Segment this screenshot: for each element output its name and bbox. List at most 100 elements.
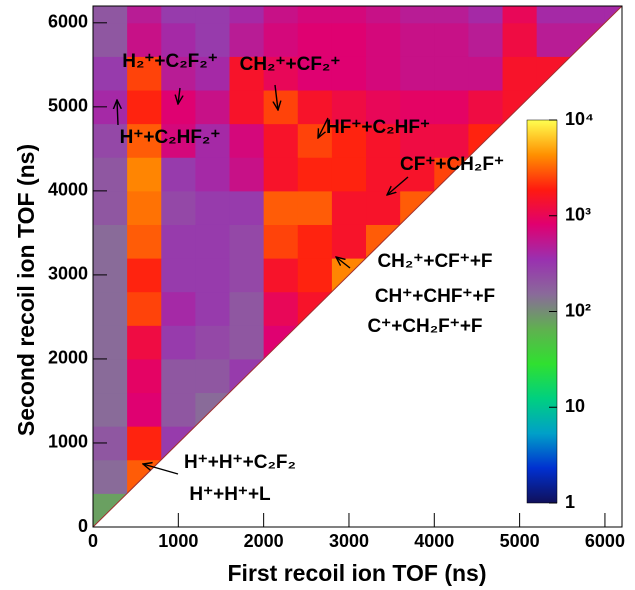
heatmap-cell	[263, 90, 299, 125]
heatmap-cell	[195, 123, 231, 158]
heatmap-cell	[229, 56, 265, 91]
x-tick-label: 5000	[500, 531, 540, 551]
colorbar-tick-label: 10⁴	[565, 109, 594, 129]
heatmap-cell	[195, 291, 231, 326]
heatmap-cell	[93, 123, 128, 158]
heatmap-cell	[229, 258, 265, 293]
arrow	[178, 87, 180, 104]
colorbar-tick-label: 10²	[565, 300, 591, 320]
annotation: CH₂⁺+CF⁺+F	[377, 251, 492, 272]
annotation: HF⁺+C₂HF⁺	[326, 117, 430, 138]
annotation: H⁺+H⁺+L	[189, 484, 271, 505]
heatmap-cell	[195, 90, 231, 125]
heatmap-cell	[366, 6, 401, 24]
plot-frame	[92, 5, 623, 528]
heatmap-cell	[161, 56, 196, 91]
heatmap-cell	[161, 123, 196, 158]
heatmap-cell	[229, 90, 265, 125]
heatmap-cell	[127, 392, 162, 427]
heatmap-cell	[195, 6, 231, 24]
y-axis-title: Second recoil ion TOF (ns)	[13, 144, 39, 436]
heatmap-cell	[366, 123, 401, 158]
heatmap-cell	[161, 6, 196, 24]
y-tick-label: 2000	[48, 348, 88, 368]
heatmap-cell	[297, 190, 333, 225]
heatmap-cell	[161, 157, 196, 192]
heatmap-cell	[263, 22, 299, 57]
heatmap-cell	[468, 22, 504, 57]
y-tick-label: 3000	[48, 264, 88, 284]
annotation: C⁺+CH₂F⁺+F	[367, 316, 482, 337]
heatmap-cell	[127, 426, 162, 461]
x-tick-label: 3000	[329, 531, 369, 551]
heatmap-cell	[161, 258, 196, 293]
x-tick-label: 1000	[158, 531, 198, 551]
heatmap-cell	[229, 6, 265, 24]
heatmap-cell	[297, 90, 333, 125]
annotation: CF⁺+CH₂F⁺	[400, 154, 504, 175]
x-tick-label: 4000	[414, 531, 454, 551]
heatmap-cell	[93, 157, 128, 192]
heatmap-cell	[297, 123, 333, 158]
heatmap-cell	[468, 90, 504, 125]
heatmap-cell	[127, 190, 162, 225]
heatmap-cell	[229, 224, 265, 259]
heatmap-cell	[93, 190, 128, 225]
y-tick-label: 6000	[48, 12, 88, 32]
annotation: H⁺+C₂HF₂⁺	[120, 127, 221, 148]
heatmap-cell	[502, 6, 538, 24]
heatmap-cell	[127, 224, 162, 259]
x-axis-title: First recoil ion TOF (ns)	[228, 560, 487, 586]
heatmap-cell	[127, 22, 162, 57]
y-tick-label: 5000	[48, 96, 88, 116]
heatmap-cell	[434, 56, 469, 91]
heatmap-cell	[366, 90, 401, 125]
heatmap-cell	[331, 123, 367, 158]
heatmap-cell	[400, 6, 435, 24]
heatmap-cell	[161, 224, 196, 259]
heatmap-cell	[434, 123, 469, 158]
arrow	[275, 84, 278, 110]
heatmap-cell	[93, 22, 128, 57]
heatmap-cell	[127, 56, 162, 91]
annotations: H₂⁺+C₂F₂⁺ H⁺+C₂HF₂⁺ CH₂⁺+CF₂⁺ HF⁺+C₂HF⁺ CF⁺+…	[117, 51, 504, 505]
heatmap-cell	[297, 56, 333, 91]
annotation: CH⁺+CHF⁺+F	[375, 286, 495, 307]
heatmap-cell	[536, 22, 572, 57]
heatmap-cell	[195, 22, 231, 57]
heatmap-cell	[161, 358, 196, 394]
heatmap-cell	[366, 157, 401, 192]
heatmap-cell	[93, 6, 128, 24]
heatmap-cell	[195, 157, 231, 192]
heatmap-cell	[331, 90, 367, 125]
heatmap-cell	[127, 123, 162, 158]
heatmap-cell	[127, 6, 162, 24]
heatmap-cell	[366, 22, 401, 57]
heatmap-cell	[263, 56, 299, 91]
heatmap-cell	[229, 291, 265, 326]
heatmap-cell	[127, 90, 162, 125]
heatmap-cell	[263, 6, 299, 24]
heatmap-cell	[331, 190, 367, 225]
heatmap-cell	[400, 90, 435, 125]
heatmap-cell	[127, 325, 162, 360]
heatmap-cell	[502, 22, 538, 57]
heatmap-cell	[434, 6, 469, 24]
heatmap-cell	[468, 56, 504, 91]
heatmap	[93, 6, 622, 527]
heatmap-cell	[297, 22, 333, 57]
heatmap-cell	[93, 224, 128, 259]
heatmap-cell	[93, 358, 128, 394]
heatmap-cell	[229, 157, 265, 192]
heatmap-cell	[263, 224, 299, 259]
annotation: H₂⁺+C₂F₂⁺	[122, 51, 218, 72]
heatmap-cell	[400, 22, 435, 57]
heatmap-cell	[536, 6, 572, 24]
colorbar-tick-label: 10	[565, 396, 585, 416]
heatmap-cell	[366, 56, 401, 91]
heatmap-cell	[434, 22, 469, 57]
x-tick-label: 2000	[244, 531, 284, 551]
heatmap-cell	[400, 123, 435, 158]
heatmap-cell	[400, 157, 435, 192]
